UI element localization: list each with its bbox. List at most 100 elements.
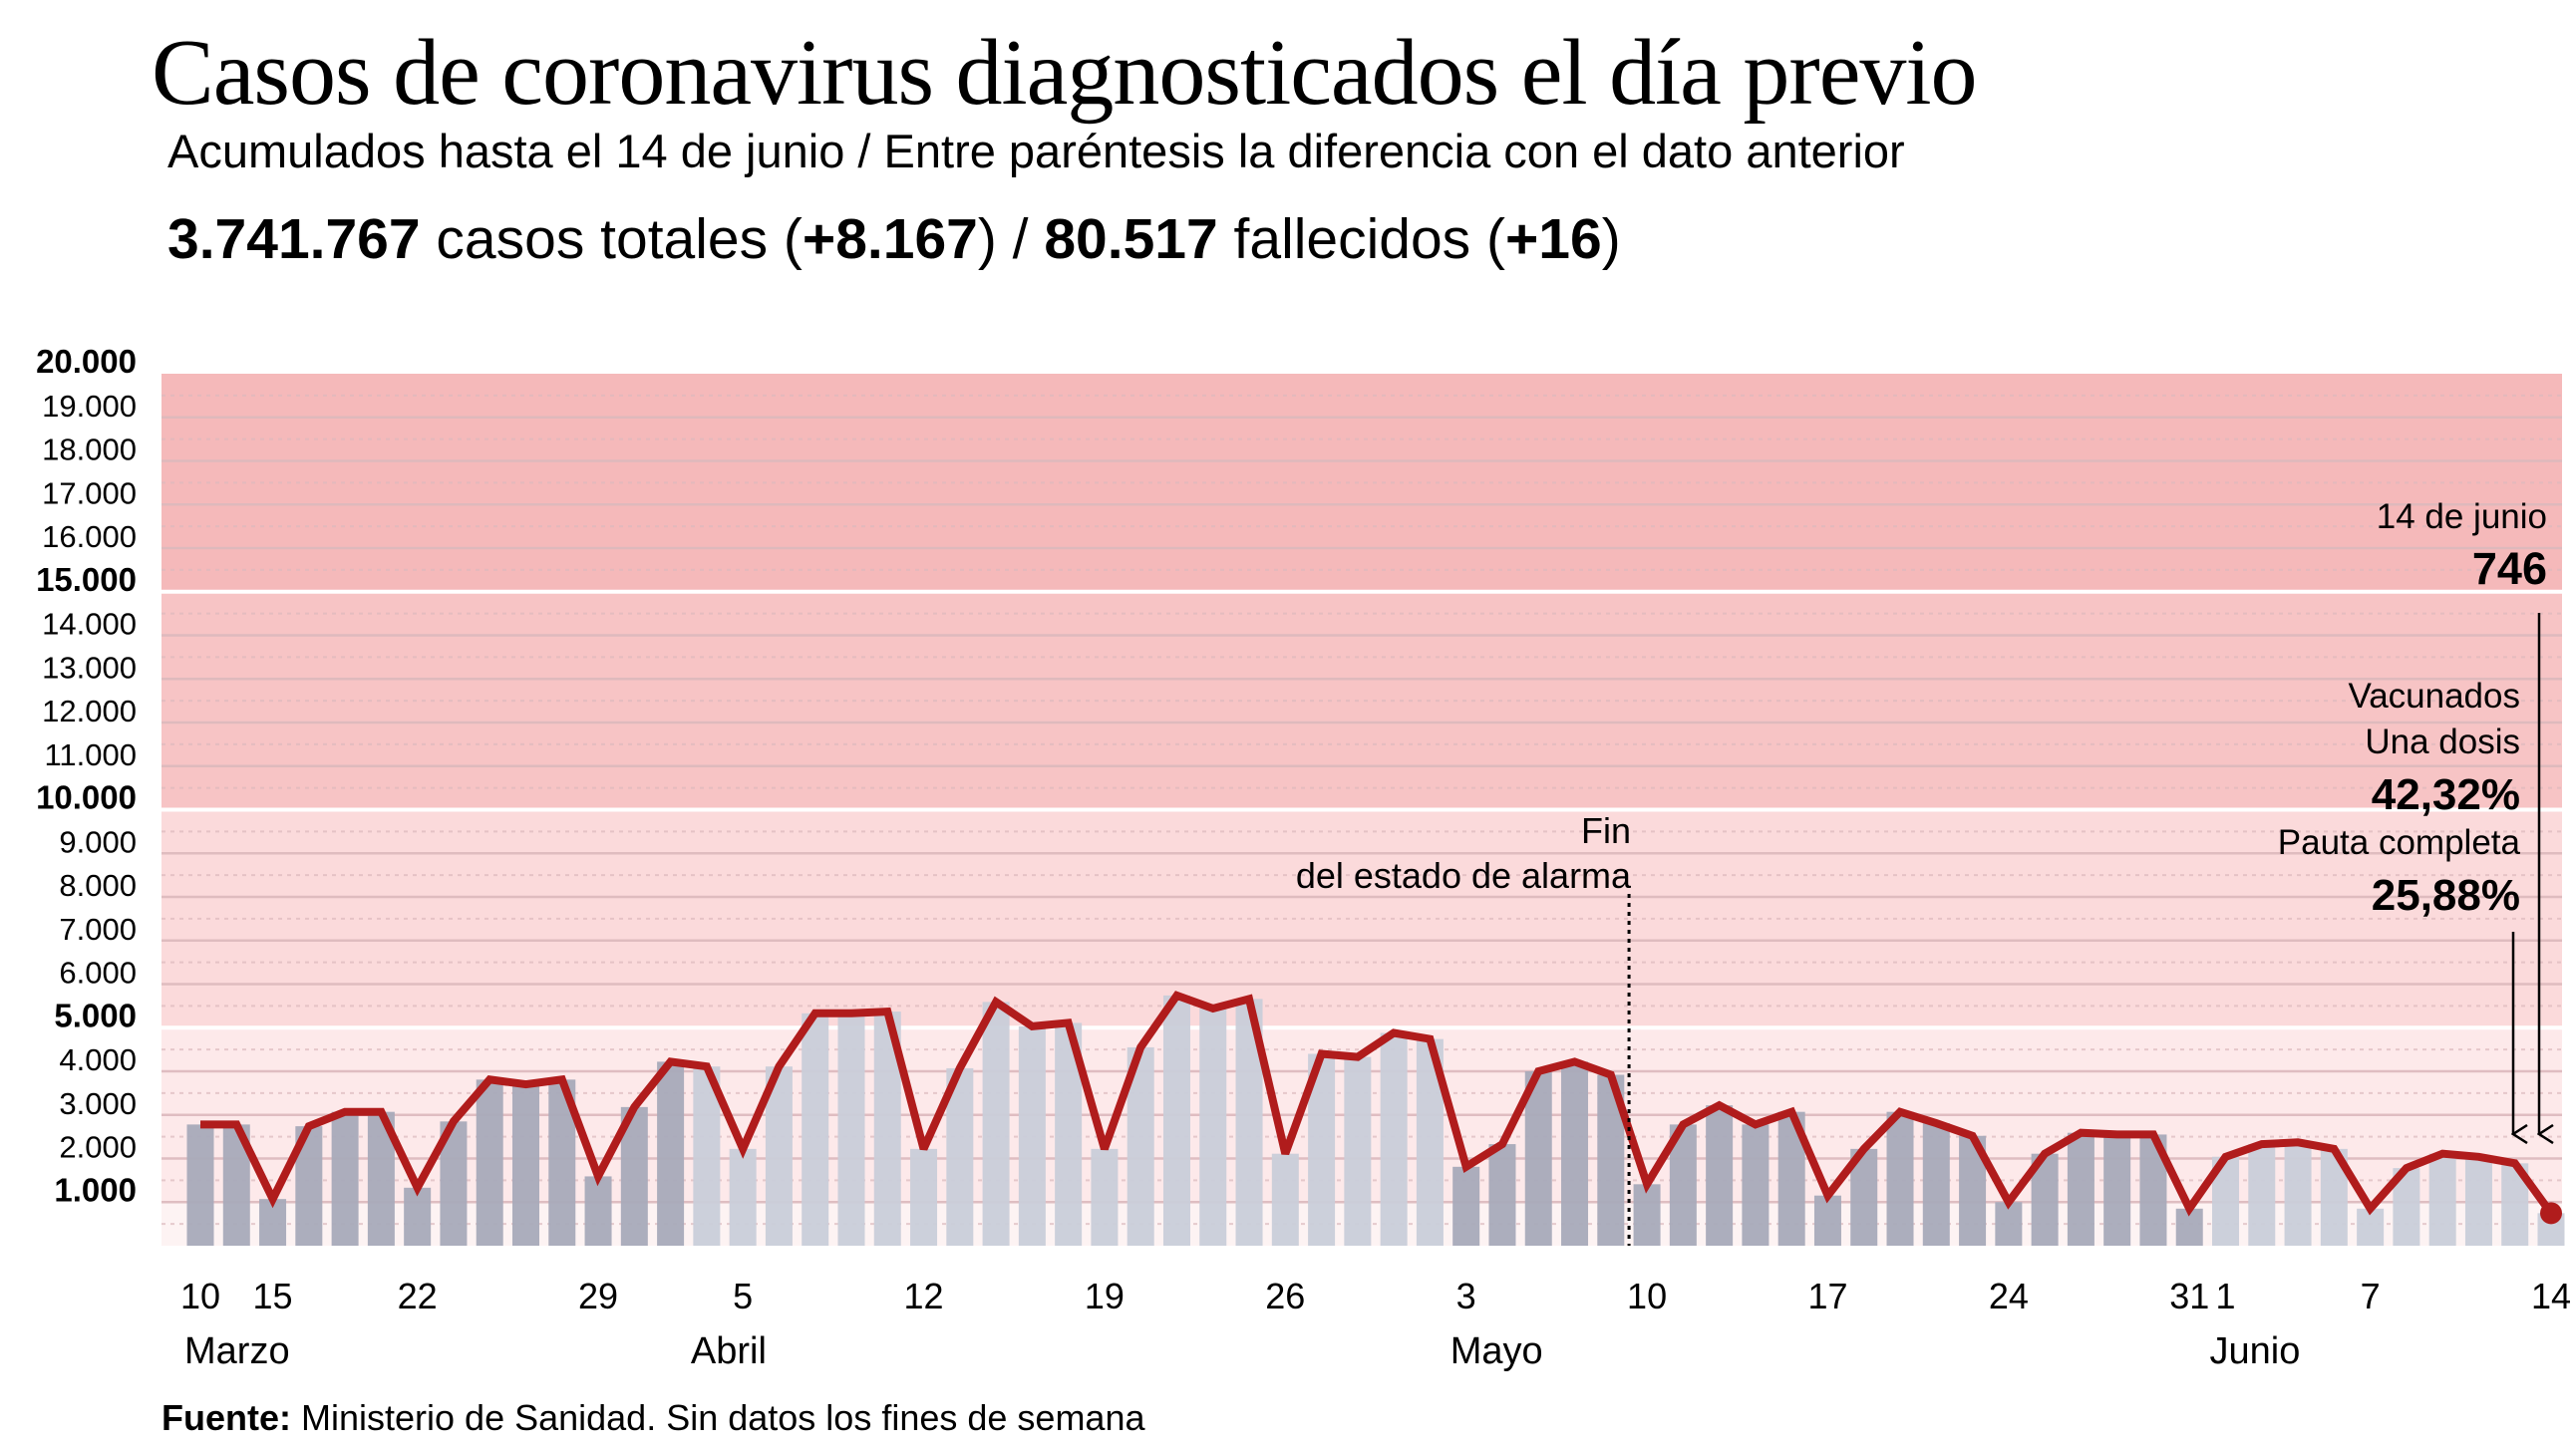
bar xyxy=(1488,1144,1516,1246)
x-tick-label: 14 xyxy=(2531,1276,2571,1316)
bar xyxy=(802,1013,829,1246)
one-dose-value: 42,32% xyxy=(2372,770,2520,819)
deaths-diff: +16 xyxy=(1505,207,1602,271)
y-tick-label: 3.000 xyxy=(59,1086,137,1121)
y-tick-label: 5.000 xyxy=(54,997,137,1033)
x-tick-label: 19 xyxy=(1085,1276,1125,1316)
totals-summary: 3.741.767 casos totales (+8.167) / 80.51… xyxy=(167,204,1621,274)
y-tick-label: 1.000 xyxy=(54,1171,137,1208)
bar xyxy=(2067,1132,2094,1246)
y-tick-label: 15.000 xyxy=(36,561,137,598)
bar xyxy=(1091,1148,1119,1246)
last-point-marker xyxy=(2540,1202,2562,1225)
y-tick-label: 17.000 xyxy=(42,475,137,510)
cases-line xyxy=(200,991,2555,1217)
bar xyxy=(2103,1134,2131,1246)
bar xyxy=(837,1013,865,1246)
bar xyxy=(729,1148,757,1246)
band xyxy=(161,374,2562,592)
total-deaths-label: fallecidos ( xyxy=(1217,207,1505,271)
separator: ) / xyxy=(977,207,1045,271)
bar xyxy=(1995,1202,2023,1246)
bars xyxy=(186,995,2565,1246)
bar xyxy=(657,1061,685,1246)
source-text: Ministerio de Sanidad. Sin datos los fin… xyxy=(291,1397,1145,1438)
y-tick-label: 6.000 xyxy=(59,956,137,991)
y-axis-labels: 1.000 2.000 3.000 4.000 5.000 6.000 7.000 8.000… xyxy=(36,343,137,1208)
x-tick-label: 17 xyxy=(1807,1276,1847,1316)
total-deaths: 80.517 xyxy=(1044,207,1218,271)
bar xyxy=(404,1187,432,1246)
y-tick-label: 8.000 xyxy=(59,868,137,903)
month-label: Abril xyxy=(691,1330,767,1372)
total-cases-label: casos totales ( xyxy=(420,207,803,271)
y-tick-label: 20.000 xyxy=(36,343,137,380)
cases-diff: +8.167 xyxy=(802,207,978,271)
y-tick-label: 7.000 xyxy=(59,912,137,947)
month-label: Marzo xyxy=(184,1330,290,1372)
bar xyxy=(1162,995,1190,1246)
x-tick-label: 12 xyxy=(904,1276,944,1316)
bar xyxy=(1524,1071,1552,1246)
bar xyxy=(1344,1056,1372,1246)
bar xyxy=(1380,1032,1408,1246)
alarm-end-label-line1: Fin xyxy=(1581,810,1631,851)
band xyxy=(161,591,2562,810)
alarm-end-label-line2: del estado de alarma xyxy=(1296,855,1632,896)
bar xyxy=(2428,1153,2456,1246)
bar xyxy=(2284,1142,2312,1246)
bar xyxy=(1813,1195,1841,1246)
y-tick-label: 2.000 xyxy=(59,1130,137,1165)
full-schedule-label: Pauta completa xyxy=(2278,823,2521,862)
bar xyxy=(511,1084,539,1246)
y-tick-label: 14.000 xyxy=(42,607,137,642)
x-axis-labels: 10 15 22 29 5 12 19 26 3 10 17 24 31 1 7 14 xyxy=(180,1276,2571,1316)
last-day-value: 746 xyxy=(2472,543,2547,594)
y-tick-label: 18.000 xyxy=(42,433,137,467)
band xyxy=(161,809,2562,1028)
bar xyxy=(1018,1025,1046,1246)
bar xyxy=(910,1148,938,1246)
bar xyxy=(186,1124,214,1246)
x-tick-label: 1 xyxy=(2215,1276,2235,1316)
bar xyxy=(1706,1105,1734,1246)
bar xyxy=(1271,1153,1299,1246)
bar xyxy=(476,1079,503,1246)
bar xyxy=(1633,1184,1661,1246)
y-tick-label: 16.000 xyxy=(42,519,137,554)
y-tick-label: 9.000 xyxy=(59,824,137,859)
y-tick-label: 11.000 xyxy=(44,737,137,772)
x-tick-label: 10 xyxy=(1627,1276,1667,1316)
month-label: Junio xyxy=(2210,1330,2301,1372)
x-tick-label: 5 xyxy=(733,1276,753,1316)
full-schedule-value: 25,88% xyxy=(2372,871,2520,920)
y-tick-label: 13.000 xyxy=(42,650,137,685)
bar xyxy=(584,1176,612,1246)
source-label: Fuente: xyxy=(161,1397,291,1438)
bar xyxy=(1886,1111,1914,1246)
line-series xyxy=(200,991,2562,1225)
chart-title: Casos de coronavirus diagnosticados el d… xyxy=(152,21,1978,125)
x-tick-label: 7 xyxy=(2361,1276,2381,1316)
bar xyxy=(1561,1061,1589,1246)
x-tick-label: 22 xyxy=(398,1276,438,1316)
bar xyxy=(2248,1144,2276,1246)
x-tick-label: 3 xyxy=(1456,1276,1476,1316)
month-labels: Marzo Abril Mayo Junio xyxy=(184,1330,2300,1372)
y-tick-label: 4.000 xyxy=(59,1042,137,1077)
one-dose-label: Una dosis xyxy=(2365,723,2520,761)
bar xyxy=(982,1002,1010,1246)
x-tick-label: 15 xyxy=(253,1276,293,1316)
vaccinated-title: Vacunados xyxy=(2348,677,2520,716)
y-tick-label: 12.000 xyxy=(42,694,137,728)
x-tick-label: 10 xyxy=(180,1276,220,1316)
chart-subtitle: Acumulados hasta el 14 de junio / Entre … xyxy=(167,125,1905,177)
bar xyxy=(331,1111,359,1246)
bar xyxy=(1922,1123,1950,1246)
x-tick-label: 24 xyxy=(1989,1276,2029,1316)
y-tick-label: 19.000 xyxy=(42,389,137,424)
bar xyxy=(1199,1009,1227,1246)
x-tick-label: 26 xyxy=(1265,1276,1305,1316)
y-tick-label: 10.000 xyxy=(36,779,137,816)
